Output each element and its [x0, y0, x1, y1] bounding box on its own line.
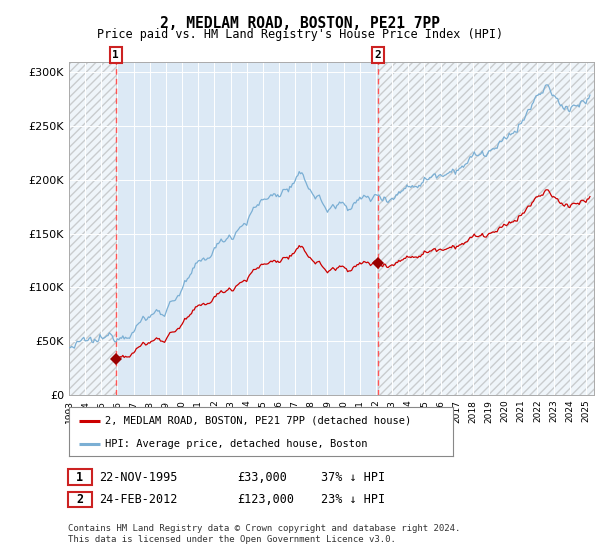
Bar — [378, 62, 594, 395]
Text: 22-NOV-1995: 22-NOV-1995 — [99, 470, 178, 484]
Text: £33,000: £33,000 — [237, 470, 287, 484]
Text: 1: 1 — [112, 50, 119, 60]
Bar — [69, 62, 116, 395]
Text: 37% ↓ HPI: 37% ↓ HPI — [321, 470, 385, 484]
Text: 2, MEDLAM ROAD, BOSTON, PE21 7PP: 2, MEDLAM ROAD, BOSTON, PE21 7PP — [160, 16, 440, 31]
Text: HPI: Average price, detached house, Boston: HPI: Average price, detached house, Bost… — [106, 439, 368, 449]
Text: 1: 1 — [76, 470, 83, 484]
Text: £123,000: £123,000 — [237, 493, 294, 506]
Text: Price paid vs. HM Land Registry's House Price Index (HPI): Price paid vs. HM Land Registry's House … — [97, 28, 503, 41]
Text: 2, MEDLAM ROAD, BOSTON, PE21 7PP (detached house): 2, MEDLAM ROAD, BOSTON, PE21 7PP (detach… — [106, 416, 412, 426]
Text: 2: 2 — [76, 493, 83, 506]
Text: Contains HM Land Registry data © Crown copyright and database right 2024.
This d: Contains HM Land Registry data © Crown c… — [68, 524, 460, 544]
Text: 24-FEB-2012: 24-FEB-2012 — [99, 493, 178, 506]
Text: 2: 2 — [375, 50, 382, 60]
Text: 23% ↓ HPI: 23% ↓ HPI — [321, 493, 385, 506]
